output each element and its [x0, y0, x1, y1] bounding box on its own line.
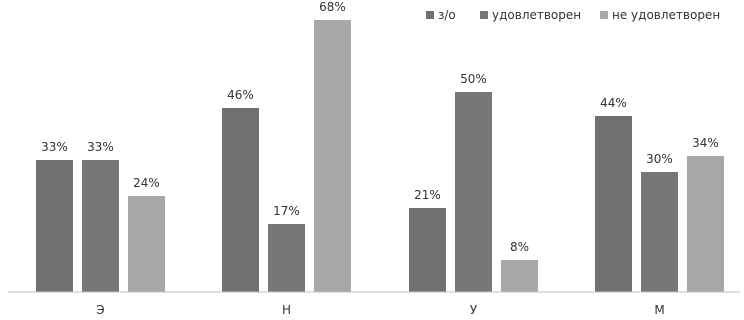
value-label-М-1: 30% — [646, 152, 673, 166]
value-label-У-1: 50% — [460, 72, 487, 86]
legend-swatch-1 — [480, 11, 488, 19]
bar-М-1 — [641, 172, 678, 292]
value-label-Н-2: 68% — [319, 0, 346, 14]
legend-swatch-2 — [600, 11, 608, 19]
value-label-Э-1: 33% — [87, 140, 114, 154]
value-label-Н-0: 46% — [227, 88, 254, 102]
bar-Н-2 — [314, 20, 351, 292]
value-label-М-0: 44% — [600, 96, 627, 110]
legend-swatch-0 — [426, 11, 434, 19]
value-label-Э-2: 24% — [133, 176, 160, 190]
legend-label-0: з/о — [438, 8, 456, 22]
x-tick-label-Н: Н — [282, 303, 291, 317]
legend-label-2: не удовлетворен — [612, 8, 720, 22]
x-tick-label-У: У — [470, 303, 478, 317]
bar-М-0 — [595, 116, 632, 292]
value-label-У-2: 8% — [510, 240, 529, 254]
value-label-М-2: 34% — [692, 136, 719, 150]
bar-Н-1 — [268, 224, 305, 292]
legend-label-1: удовлетворен — [492, 8, 581, 22]
value-label-Э-0: 33% — [41, 140, 68, 154]
legend: з/о удовлетворен не удовлетворен — [426, 8, 720, 22]
value-label-У-0: 21% — [414, 188, 441, 202]
bar-Э-2 — [128, 196, 165, 292]
x-tick-label-Э: Э — [96, 303, 104, 317]
bar-У-0 — [409, 208, 446, 292]
x-tick-label-М: М — [654, 303, 664, 317]
bar-Э-1 — [82, 160, 119, 292]
bar-Н-0 — [222, 108, 259, 292]
bar-М-2 — [687, 156, 724, 292]
value-labels: 33% 33% 24% 46% 17% 68% 21% 50% 8% 44% 30% 34% — [41, 0, 719, 254]
bar-У-2 — [501, 260, 538, 292]
bar-У-1 — [455, 92, 492, 292]
bars — [36, 20, 724, 292]
bar-Э-0 — [36, 160, 73, 292]
value-label-Н-1: 17% — [273, 204, 300, 218]
